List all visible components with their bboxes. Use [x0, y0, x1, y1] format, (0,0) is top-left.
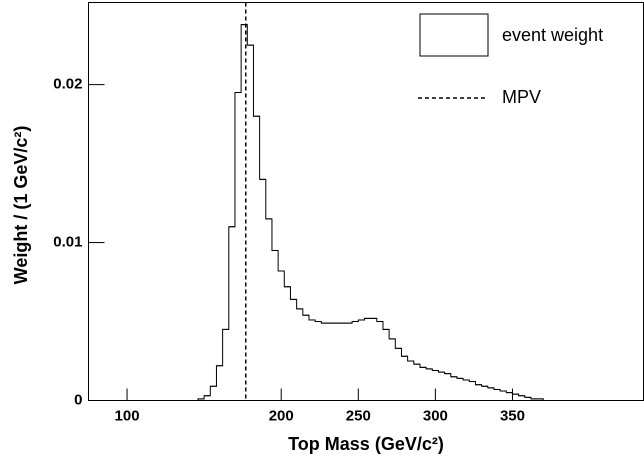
x-tick-label: 350: [500, 407, 525, 424]
x-axis-title: Top Mass (GeV/c²): [288, 434, 444, 454]
y-axis-title: Weight / (1 GeV/c²): [11, 126, 31, 285]
y-tick-label: 0.01: [53, 234, 82, 251]
legend-label: event weight: [502, 25, 603, 45]
x-tick-label: 200: [269, 407, 294, 424]
y-tick-label: 0.02: [53, 76, 82, 93]
plot-frame: [88, 2, 644, 401]
x-tick-label: 250: [346, 407, 371, 424]
x-tick-label: 100: [115, 407, 140, 424]
y-tick-label: 0: [74, 391, 82, 408]
legend-swatch: [419, 13, 489, 57]
legend-label: MPV: [502, 87, 541, 107]
x-tick-label: 300: [423, 407, 448, 424]
